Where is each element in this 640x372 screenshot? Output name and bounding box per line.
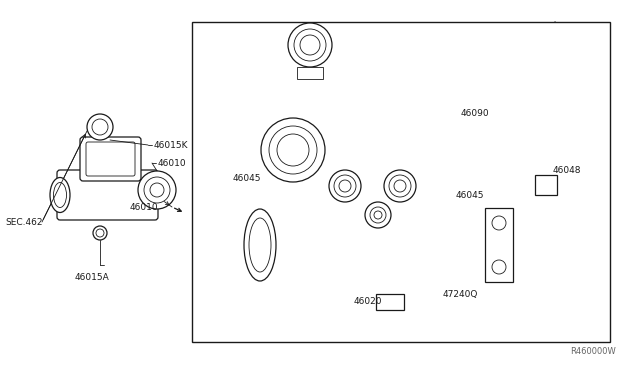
FancyBboxPatch shape: [249, 61, 447, 209]
FancyBboxPatch shape: [270, 195, 490, 295]
Circle shape: [365, 202, 391, 228]
Circle shape: [277, 134, 309, 166]
Text: 46015K: 46015K: [154, 141, 189, 150]
Circle shape: [87, 114, 113, 140]
Circle shape: [138, 171, 176, 209]
Circle shape: [288, 23, 332, 67]
Circle shape: [492, 260, 506, 274]
Circle shape: [261, 118, 325, 182]
Text: 46015A: 46015A: [75, 273, 109, 282]
Circle shape: [300, 35, 320, 55]
Circle shape: [294, 29, 326, 61]
Circle shape: [394, 180, 406, 192]
Bar: [192, 22, 610, 342]
Ellipse shape: [249, 218, 271, 272]
Circle shape: [334, 175, 356, 197]
FancyBboxPatch shape: [280, 205, 480, 285]
Text: R460000W: R460000W: [570, 347, 616, 356]
Bar: [535, 175, 557, 195]
Ellipse shape: [54, 183, 67, 208]
Bar: [485, 208, 513, 282]
Ellipse shape: [50, 177, 70, 212]
Text: 46020: 46020: [354, 298, 383, 307]
Text: 47240Q: 47240Q: [443, 291, 478, 299]
Circle shape: [144, 177, 170, 203]
Circle shape: [389, 175, 411, 197]
Circle shape: [339, 180, 351, 192]
Circle shape: [150, 183, 164, 197]
FancyBboxPatch shape: [80, 137, 141, 181]
Bar: [376, 294, 404, 310]
Circle shape: [370, 207, 386, 223]
Circle shape: [93, 226, 107, 240]
Text: 46048: 46048: [553, 166, 582, 174]
Text: 46045: 46045: [456, 190, 484, 199]
Circle shape: [96, 229, 104, 237]
Circle shape: [92, 119, 108, 135]
Ellipse shape: [244, 209, 276, 281]
Circle shape: [269, 126, 317, 174]
Text: 46010: 46010: [130, 202, 159, 212]
Bar: [297, 67, 323, 79]
FancyBboxPatch shape: [57, 170, 158, 220]
Circle shape: [384, 170, 416, 202]
Circle shape: [329, 170, 361, 202]
Text: 46090: 46090: [461, 109, 490, 118]
FancyBboxPatch shape: [258, 70, 438, 200]
Text: 46010: 46010: [158, 158, 187, 167]
Text: 46045: 46045: [233, 173, 262, 183]
FancyBboxPatch shape: [86, 142, 135, 176]
Text: SEC.462: SEC.462: [5, 218, 42, 227]
Circle shape: [374, 211, 382, 219]
Circle shape: [492, 216, 506, 230]
